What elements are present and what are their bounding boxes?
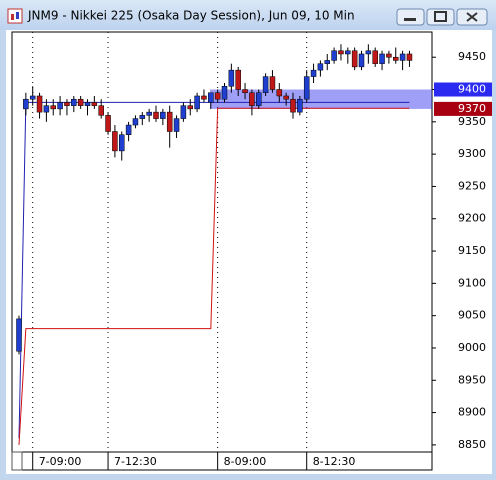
- candle-body: [372, 50, 378, 64]
- app-icon: [7, 8, 23, 24]
- candle-body: [310, 69, 317, 77]
- y-tick-label: 9150: [458, 244, 486, 257]
- candle-body: [386, 53, 392, 58]
- candle-body: [324, 60, 330, 64]
- x-tick-label: 7-09:00: [39, 455, 82, 468]
- candle-body: [338, 50, 344, 55]
- indicator-line: [18, 101, 410, 439]
- candle-body: [16, 318, 22, 352]
- candle-body: [276, 89, 283, 97]
- candle-body: [283, 95, 289, 100]
- y-tick-label: 9100: [458, 276, 486, 289]
- candle-body: [105, 115, 111, 132]
- candle-body: [132, 118, 139, 126]
- candle-body: [180, 105, 187, 119]
- candle-body: [214, 92, 221, 100]
- candle-body: [173, 118, 180, 132]
- app-icon-bar: [11, 14, 14, 20]
- candle-body: [379, 53, 385, 64]
- candle-body: [262, 76, 269, 93]
- y-tick-label: 9300: [458, 147, 486, 160]
- price-marker-label: 9400: [458, 83, 486, 96]
- candle-body: [297, 98, 303, 113]
- y-tick-label: 9450: [458, 50, 486, 63]
- maximize-icon: [434, 11, 447, 22]
- candle-body: [194, 95, 200, 110]
- candle-body: [358, 53, 365, 68]
- candle-body: [290, 98, 296, 113]
- candle-body: [201, 95, 207, 100]
- candle-body: [249, 92, 255, 106]
- candle-body: [393, 56, 399, 61]
- candle-body: [50, 105, 56, 110]
- y-tick-label: 9350: [458, 115, 486, 128]
- close-icon: [466, 12, 478, 22]
- x-tick-label: 8-12:30: [313, 455, 356, 468]
- window-title: JNM9 - Nikkei 225 (Osaka Day Session), J…: [27, 9, 355, 23]
- candle-body: [77, 98, 84, 106]
- candle-body: [399, 53, 406, 61]
- y-tick-label: 9050: [458, 309, 486, 322]
- minimize-icon: [404, 18, 416, 21]
- candle-body: [269, 76, 276, 90]
- candle-body: [139, 115, 146, 119]
- scroll-box[interactable]: [11, 451, 23, 471]
- candle-body: [112, 131, 118, 152]
- candle-body: [153, 111, 159, 119]
- candle-body: [235, 69, 241, 90]
- y-tick-label: 9000: [458, 341, 486, 354]
- y-tick-label: 8900: [458, 406, 486, 419]
- candle-body: [91, 102, 98, 106]
- candle-body: [57, 102, 63, 110]
- candle-body: [64, 102, 70, 106]
- candle-body: [345, 50, 351, 55]
- candle-body: [228, 69, 235, 87]
- candle-body: [242, 89, 248, 93]
- candle-body: [406, 53, 413, 61]
- candle-body: [71, 98, 77, 106]
- candle-body: [365, 50, 372, 55]
- candle-body: [331, 50, 337, 61]
- candle-body: [43, 105, 50, 113]
- candle-body: [351, 50, 358, 68]
- candle-body: [317, 63, 324, 71]
- candle-body: [29, 95, 36, 100]
- price-marker-box: [434, 82, 492, 97]
- candle-body: [98, 105, 104, 116]
- price-marker-box: [434, 101, 492, 116]
- indicator-line: [18, 107, 410, 445]
- candle-body: [303, 76, 310, 100]
- chart-layer: 7-09:00 7-12:30 8-09:00 8-12:30 8850 8900 8950…: [16, 32, 492, 470]
- app-icon-bar: [16, 12, 19, 19]
- candle-body: [125, 124, 132, 135]
- candle-body: [146, 111, 152, 116]
- y-tick-label: 9250: [458, 179, 486, 192]
- x-tick-label: 8-09:00: [224, 455, 267, 468]
- candle-body: [36, 95, 43, 113]
- candle-body: [221, 86, 228, 100]
- minimize-button[interactable]: [396, 8, 425, 26]
- y-tick-label: 8950: [458, 373, 486, 386]
- candle-body: [119, 134, 125, 152]
- candle-body: [166, 111, 173, 132]
- candle-body: [256, 92, 262, 106]
- y-tick-label: 9200: [458, 212, 486, 225]
- maximize-button[interactable]: [426, 8, 455, 26]
- candle-body: [208, 92, 214, 103]
- candle-body: [187, 105, 193, 110]
- candle-body: [160, 111, 166, 119]
- candle-body: [84, 102, 91, 106]
- price-marker-label: 9370: [458, 102, 486, 115]
- candle-body: [23, 98, 29, 110]
- y-tick-label: 8850: [458, 438, 486, 451]
- x-tick-label: 7-12:30: [114, 455, 157, 468]
